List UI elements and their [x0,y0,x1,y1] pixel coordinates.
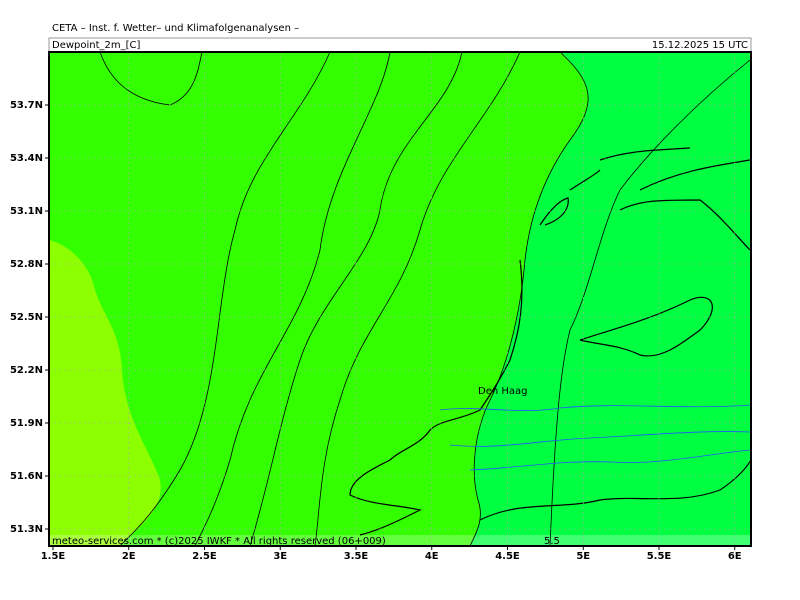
map-frame [48,51,752,547]
footer: meteo-services.com * (c)2025 IWKF * All … [52,536,386,547]
coastline [349,147,691,536]
place-label: Den Haag [478,386,528,397]
lat-label: 51.9N [10,418,43,429]
lat-label: 51.6N [10,471,43,482]
contour [194,51,391,547]
contour [314,51,521,547]
grid [49,52,751,546]
lat-label: 52.8N [10,259,43,270]
title-bar [48,37,752,53]
lon-label: 4.5E [495,551,520,562]
lake [579,296,713,357]
lon-label: 2.5E [192,551,217,562]
lat-label: 52.5N [10,312,43,323]
contour [469,51,589,547]
lon-label: 5E [576,551,590,562]
header-source: CETA – Inst. f. Wetter– und Klimafolgena… [52,23,299,34]
datetime: 15.12.2025 15 UTC [652,40,748,51]
lon-label: 3.5E [344,551,369,562]
contour [119,51,331,547]
field-low [49,240,161,546]
lat-label: 52.2N [10,365,43,376]
lat-label: 53.7N [10,100,43,111]
lon-label: 3E [273,551,287,562]
map: Den Haag 5.5 meteo-services.com * (c)202… [48,51,752,547]
lat-label: 51.3N [10,524,43,535]
lat-label: 53.1N [10,206,43,217]
coastline [619,159,751,251]
lon-label: 2E [122,551,136,562]
lon-label: 6E [728,551,742,562]
contour-label: 5.5 [544,536,560,547]
river [439,404,752,411]
lon-label: 4E [425,551,439,562]
parameter: Dewpoint_2m_[C] [52,40,141,51]
field-high [470,52,751,546]
contour [549,59,751,547]
lon-label: 1.5E [41,551,66,562]
river [469,449,752,471]
lon-label: 5.5E [647,551,672,562]
contour [249,51,463,547]
lat-label: 53.4N [10,153,43,164]
river [449,431,752,447]
border [479,459,752,521]
footer-band [49,535,751,546]
